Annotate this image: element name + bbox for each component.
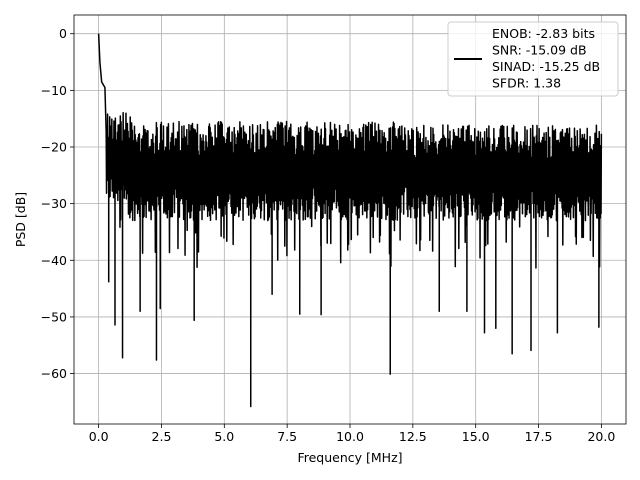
y-tick-label: −10	[41, 83, 67, 98]
x-tick-label: 15.0	[462, 429, 490, 444]
y-tick-label: −30	[41, 196, 67, 211]
y-tick-label: −60	[41, 366, 67, 381]
legend: ENOB: -2.83 bits SNR: -15.09 dB SINAD: -…	[447, 21, 619, 97]
y-tick-label: −50	[41, 309, 67, 324]
x-tick-label: 17.5	[525, 429, 553, 444]
series-psd	[97, 33, 603, 408]
legend-box	[447, 21, 619, 97]
x-ticks: 0.0 2.5 5.0 7.5 10.0 12.5 15.0 17.5 20.0	[89, 424, 615, 444]
psd-line	[97, 33, 603, 408]
x-tick-label: 10.0	[336, 429, 364, 444]
x-tick-label: 0.0	[89, 429, 109, 444]
y-tick-label: 0	[59, 26, 67, 41]
x-tick-label: 20.0	[587, 429, 615, 444]
x-tick-label: 12.5	[399, 429, 427, 444]
y-tick-label: −40	[41, 253, 67, 268]
legend-sfdr: SFDR: 1.38	[492, 76, 561, 91]
x-tick-label: 2.5	[152, 429, 172, 444]
x-tick-label: 7.5	[277, 429, 297, 444]
legend-enob: ENOB: -2.83 bits	[492, 26, 595, 41]
y-axis-label: PSD [dB]	[13, 192, 28, 247]
y-tick-label: −20	[41, 139, 67, 154]
legend-snr: SNR: -15.09 dB	[492, 43, 587, 58]
x-axis-label: Frequency [MHz]	[297, 450, 402, 465]
legend-sinad: SINAD: -15.25 dB	[492, 59, 600, 74]
y-ticks: 0 −10 −20 −30 −40 −50 −60	[41, 26, 74, 381]
x-tick-label: 5.0	[214, 429, 234, 444]
